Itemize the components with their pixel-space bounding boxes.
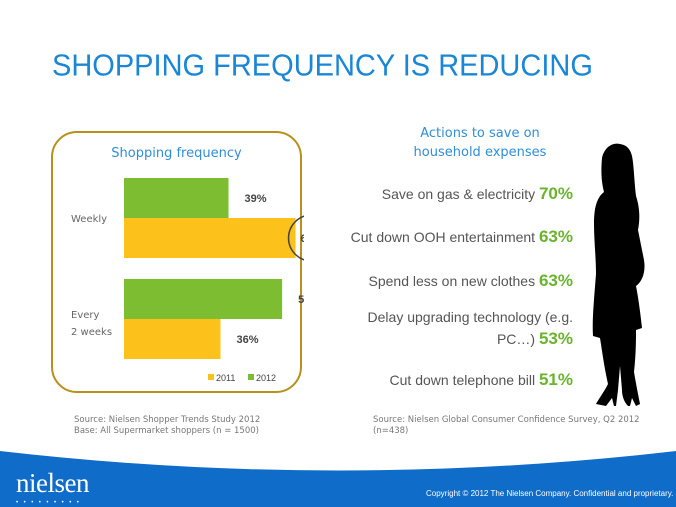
action-item: Cut down OOH entertainment 63% <box>351 226 573 248</box>
action-item: Cut down telephone bill 51% <box>390 369 573 391</box>
bar-2011 <box>124 319 221 359</box>
source-left-line2: Base: All Supermarket shoppers (n = 1500… <box>74 426 259 436</box>
action-value: 63% <box>538 271 573 290</box>
action-item: Spend less on new clothes 63% <box>369 270 573 292</box>
action-value: 53% <box>538 329 573 348</box>
actions-heading-line1: Actions to save on <box>420 126 540 141</box>
chart-frame: Shopping frequency Weekly 39% 64% Every 2 we… <box>51 131 304 393</box>
action-value: 70% <box>538 184 573 203</box>
legend-label-2011: 2011 <box>216 373 235 383</box>
actions-heading: Actions to save on household expenses <box>395 124 565 162</box>
highlight-circle <box>287 215 304 261</box>
action-label: Spend less on new clothes <box>368 273 536 289</box>
action-label-line1: Delay upgrading technology (e.g. <box>367 309 573 325</box>
bar-chart: Weekly 39% 64% Every 2 weeks 59% 36% 2011 2012 <box>71 178 304 383</box>
category-label: Every <box>71 310 100 321</box>
data-label: 59% <box>298 294 304 306</box>
source-note-left: Source: Nielsen Shopper Trends Study 201… <box>74 415 260 437</box>
bar-2012 <box>124 178 229 218</box>
category-label: Weekly <box>71 214 107 225</box>
logo-dots: ••••••••• <box>16 500 85 506</box>
footer-wave <box>0 451 676 507</box>
woman-silhouette-image <box>592 143 645 406</box>
data-label: 64% <box>301 233 304 245</box>
source-right-line1: Source: Nielsen Global Consumer Confiden… <box>373 415 640 425</box>
copyright-text: Copyright © 2012 The Nielsen Company. Co… <box>426 489 674 498</box>
data-label: 39% <box>245 193 267 205</box>
action-label-line2: PC…) <box>496 331 536 347</box>
action-value: 51% <box>538 370 573 389</box>
action-item: Delay upgrading technology (e.g. PC…) 53… <box>368 307 573 350</box>
bar-2011 <box>124 218 296 258</box>
legend-label-2012: 2012 <box>256 373 276 383</box>
legend-swatch-2011 <box>208 374 214 380</box>
action-label: Save on gas & electricity <box>381 186 536 202</box>
footer-band <box>0 451 676 507</box>
category-label: 2 weeks <box>71 327 112 338</box>
data-label: 36% <box>236 334 258 346</box>
action-item: Save on gas & electricity 70% <box>382 183 573 205</box>
legend-swatch-2012 <box>248 374 254 380</box>
action-label: Cut down telephone bill <box>389 372 536 388</box>
source-left-line1: Source: Nielsen Shopper Trends Study 201… <box>74 415 261 425</box>
source-right-line2: (n=438) <box>373 426 409 436</box>
slide-title: SHOPPING FREQUENCY IS REDUCING <box>52 49 593 83</box>
chart-title: Shopping frequency <box>111 146 242 161</box>
action-label: Cut down OOH entertainment <box>350 229 536 245</box>
actions-heading-line2: household expenses <box>413 145 547 160</box>
action-value: 63% <box>538 227 573 246</box>
source-note-right: Source: Nielsen Global Consumer Confiden… <box>373 415 640 437</box>
bar-2012 <box>124 279 283 319</box>
nielsen-logo: nielsen <box>16 468 89 498</box>
